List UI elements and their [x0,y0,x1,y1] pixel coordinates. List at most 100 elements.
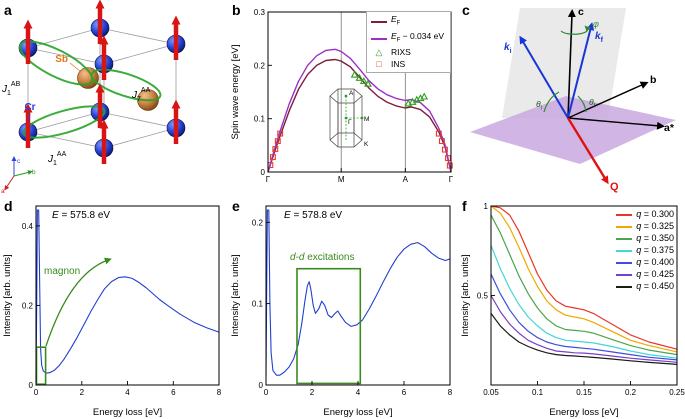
svg-text:0: 0 [264,388,269,397]
scattering-geometry-diagram: c kf ki b a* Q θi θf φ [470,6,676,193]
legend-label: q = 0.350 [636,233,674,243]
panel-a-label: a [4,2,12,18]
scattering-plane [502,8,626,118]
legend-label: RIXS [390,47,411,58]
spin-arrows [23,0,181,164]
incident-energy-annotation: E = 578.8 eV [284,210,343,221]
svg-text:0.05: 0.05 [483,388,499,397]
svg-text:A: A [403,175,409,184]
bz-label-A: A [349,90,354,97]
series-q0.325 [490,205,678,353]
legend-line-swatch [616,273,633,276]
panel-e: e 0 2 4 6 8 0 0.1 0.2 Energy loss [eV] Intensity … [228,196,458,419]
legend-item: □ INS [371,59,444,70]
axes-frame [35,205,220,386]
bz-edges [329,88,363,148]
panel-d: d 0 2 4 6 8 0 0.2 0.4 Energy loss [eV] Intensity … [0,196,228,419]
x-axis-label: Energy loss [eV] [323,407,392,418]
svg-text:0.2: 0.2 [22,301,34,310]
legend-line-swatch [370,37,387,40]
q-vector [566,117,609,185]
svg-text:0: 0 [261,168,266,177]
svg-text:M: M [338,175,345,184]
legend-line-swatch [616,237,633,240]
series-q0.350 [490,214,678,356]
panel-b: b Γ M A Γ 0 0.1 0.2 0.3 Spin wave energy [eV] EF… [228,0,458,196]
legend-item: q = 0.425 [616,269,674,280]
kf-label: kf [595,31,604,44]
svg-text:0.3: 0.3 [254,8,266,17]
phi-arc [560,25,591,35]
axis-ticks: 0.05 0.1 0.15 0.2 0.25 0.5 1 [477,202,685,397]
svg-text:0.1: 0.1 [252,300,264,309]
panel-d-label: d [4,198,13,214]
sb-label: Sb [55,54,68,65]
phi-label: φ [593,19,599,29]
svg-text:0.2: 0.2 [252,218,264,227]
legend-item: q = 0.350 [616,233,674,244]
theta-i-label: θi [536,99,542,112]
svg-text:0.2: 0.2 [254,61,266,70]
bz-points [344,94,364,120]
axis-ticks: 0 2 4 6 8 0 0.1 0.2 [252,218,453,397]
axis-ticks: 0 2 4 6 8 0 0.2 0.4 [22,222,222,397]
legend-label: q = 0.425 [636,269,674,279]
svg-text:6: 6 [171,388,176,397]
series-RIXS-575.8eV [35,209,220,382]
legend-item: q = 0.325 [616,221,674,232]
svg-text:0: 0 [34,388,39,397]
legend-item: △ RIXS [371,47,444,58]
svg-text:8: 8 [448,388,453,397]
panel-e-label: e [232,198,240,214]
b-vector [567,81,649,119]
bz-label-K: K [364,141,369,148]
y-axis-label: Spin wave energy [eV] [230,44,241,139]
bz-label-gamma: Γ [348,119,352,126]
legend-line-swatch [616,225,633,228]
legend-item: EF − 0.034 eV [370,30,444,47]
spin-wave-chart: Γ M A Γ 0 0.1 0.2 0.3 Spin wave energy [eV] [230,8,454,184]
c-axis-vector [567,9,576,119]
exchange-ellipses [18,40,162,139]
exchange-ellipse-j1ab [18,40,94,86]
legend-item: q = 0.450 [616,281,674,292]
astar-label: a* [664,122,675,134]
j7aa-label: J7AA [131,87,151,103]
legend-label: q = 0.400 [636,257,674,267]
svg-text:4: 4 [125,388,130,397]
svg-text:0: 0 [29,381,34,390]
sample-plane [470,96,676,164]
series-q0.400 [490,273,678,361]
x-axis-label: Energy loss [eV] [549,407,618,418]
svg-text:0.1: 0.1 [532,388,544,397]
svg-text:0.5: 0.5 [477,292,489,301]
q-label: Q [610,181,619,193]
sb-label-pointer [69,62,81,72]
panel-c: c c kf ki [458,0,685,196]
rixs-spectrum-chart-575: 0 2 4 6 8 0 0.2 0.4 Energy loss [eV] Intensity [a… [2,205,222,418]
y-axis-label: Intensity [arb. units] [230,254,241,336]
legend-item: EF [370,14,444,30]
series-q0.450 [490,313,678,365]
series-q0.375 [490,245,678,359]
series-EF-0.034eV [267,48,452,173]
x-axis-label: Energy loss [eV] [93,407,162,418]
panel-c-label: c [462,2,470,18]
legend-label: EF − 0.034 eV [390,30,444,44]
series-EF [267,58,452,173]
legend-line-swatch [616,249,633,252]
b-axis-label: b [32,169,36,176]
dd-excitations-annotation: d-d excitations [290,252,355,263]
svg-text:0.25: 0.25 [669,388,685,397]
ki-label: ki [504,42,512,55]
svg-text:Γ: Γ [449,175,454,184]
bz-label-M: M [364,116,369,123]
svg-text:0.1: 0.1 [254,115,266,124]
legend-label: q = 0.450 [636,281,674,291]
legend-line-swatch [616,285,633,288]
magnon-annotation: magnon [44,266,81,277]
astar-vector [567,117,665,130]
svg-text:1: 1 [484,202,489,211]
theta-f-arc [577,95,587,113]
